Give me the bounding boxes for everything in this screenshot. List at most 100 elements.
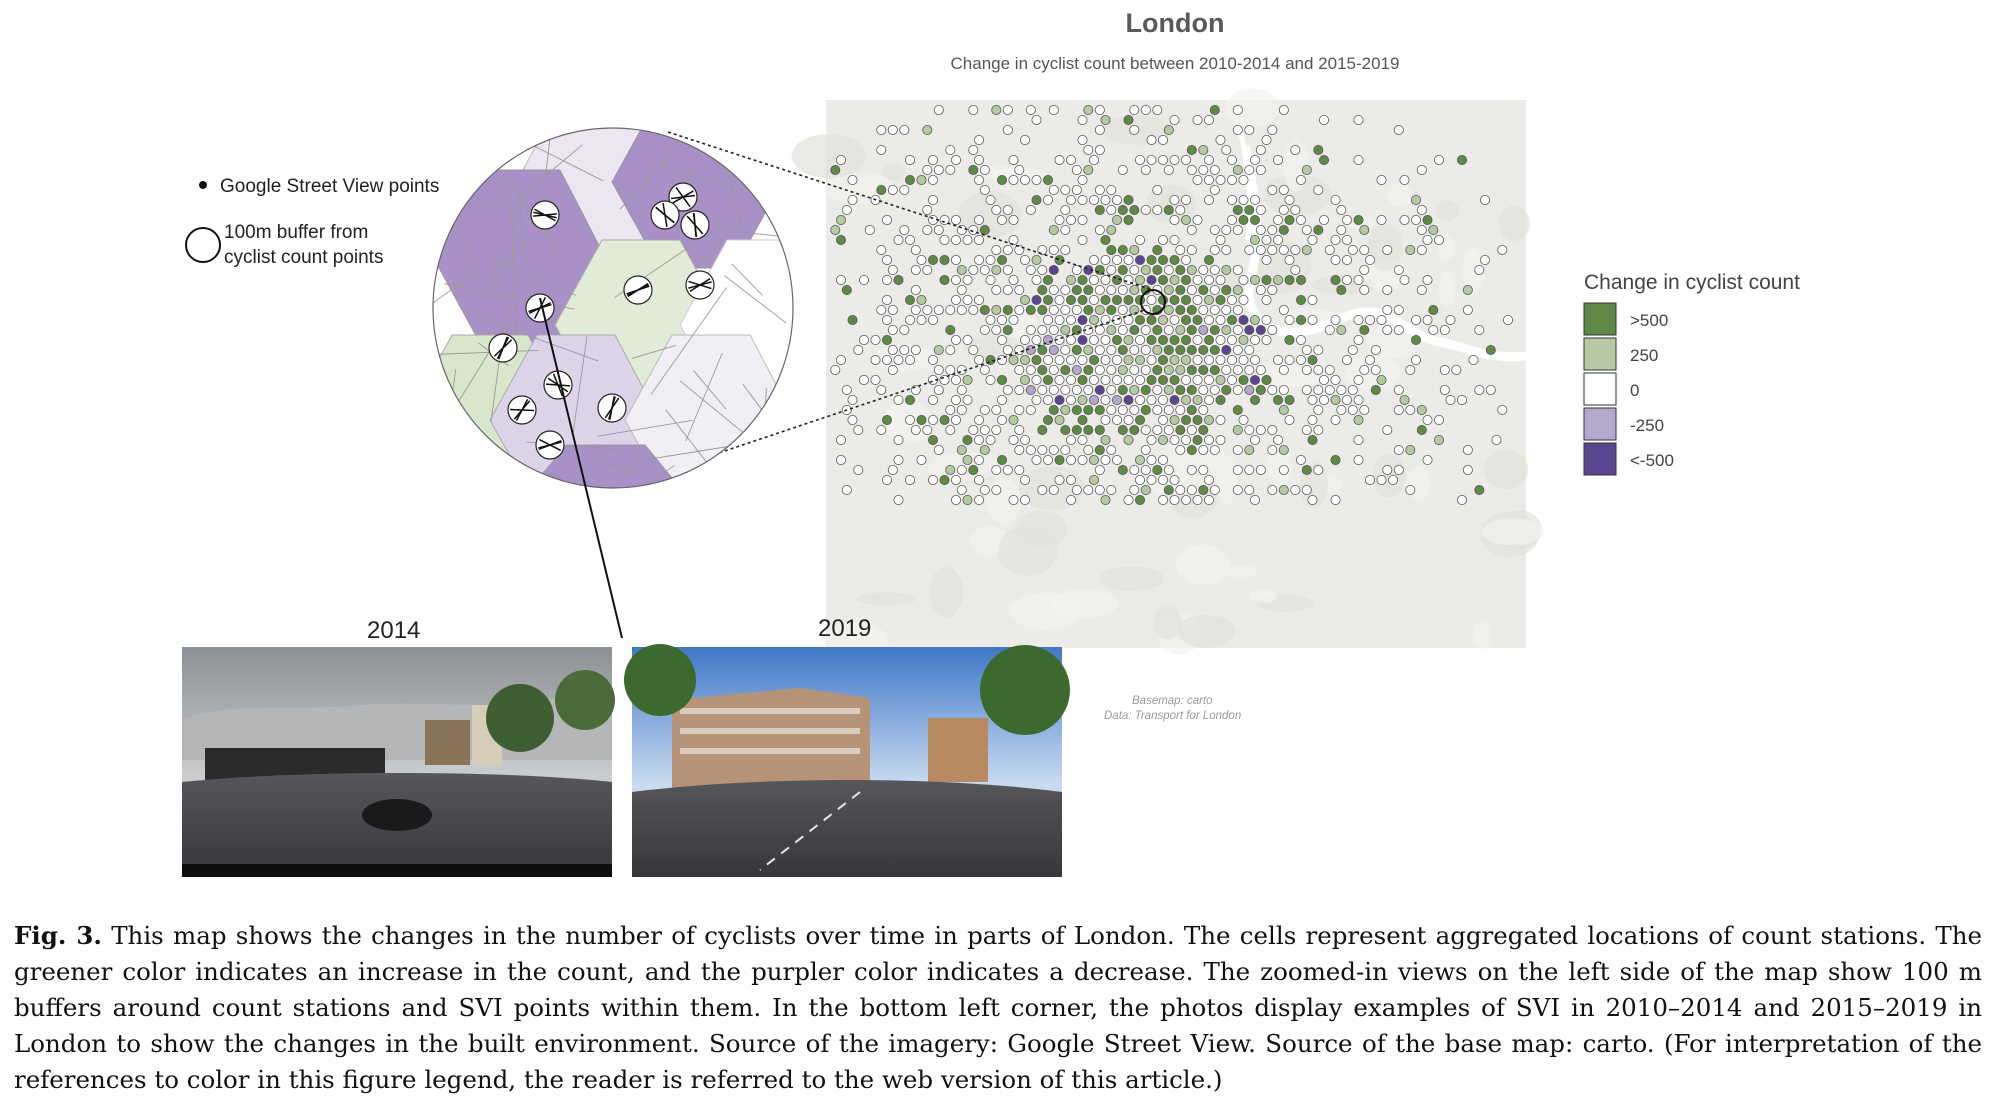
hex-cell	[1060, 184, 1071, 195]
hex-cell	[1094, 444, 1105, 455]
hex-cell	[1342, 274, 1353, 285]
hex-cell	[939, 214, 950, 225]
hex-cell	[1393, 125, 1404, 136]
hex-cell	[1434, 154, 1445, 165]
hex-cell	[905, 394, 916, 405]
hex-cell	[1060, 324, 1071, 335]
hex-cell	[1163, 164, 1174, 175]
hex-cell	[962, 294, 973, 305]
hex-cell	[1359, 264, 1370, 275]
hex-cell	[1146, 274, 1157, 285]
hex-cell	[882, 254, 893, 265]
hex-cell	[1491, 434, 1502, 445]
hex-cell	[1319, 115, 1330, 126]
hex-cell	[1025, 404, 1036, 415]
hex-cell	[928, 354, 939, 365]
river-lea	[1237, 129, 1253, 241]
hex-cell	[1002, 244, 1013, 255]
hex-cell	[1462, 444, 1473, 455]
hex-cell	[1209, 244, 1220, 255]
hex-cell	[1204, 294, 1215, 305]
hex-cell	[1146, 134, 1157, 145]
hex-cell	[1083, 364, 1094, 375]
hex-cell	[1313, 464, 1324, 475]
hex-cell	[991, 105, 1002, 116]
legend-swatch	[1583, 372, 1617, 406]
hex-cell	[1336, 204, 1347, 215]
hex-cell	[1158, 274, 1169, 285]
hex-cell	[922, 304, 933, 315]
hex-cell	[1330, 274, 1341, 285]
hex-cell	[1071, 484, 1082, 495]
hex-cell	[1169, 394, 1180, 405]
hex-cell	[1215, 334, 1226, 345]
photo-right-year: 2019	[818, 615, 872, 642]
hex-cell	[1342, 214, 1353, 225]
hex-cell	[1169, 414, 1180, 425]
hex-cell	[1020, 474, 1031, 485]
hex-cell	[1353, 314, 1364, 325]
hex-cell	[1307, 394, 1318, 405]
hex-cell	[1497, 244, 1508, 255]
hex-cell	[1077, 115, 1088, 126]
hex-cell	[1117, 244, 1128, 255]
hex-cell	[1411, 314, 1422, 325]
hex-cell	[956, 264, 967, 275]
hex-cell	[1094, 284, 1105, 295]
hex-cell	[945, 164, 956, 175]
hex-cell	[1192, 214, 1203, 225]
hex-cell	[928, 394, 939, 405]
hex-cell	[1048, 384, 1059, 395]
hex-cell	[1468, 354, 1479, 365]
hex-cell	[1123, 115, 1134, 126]
hex-cell	[1221, 284, 1232, 295]
hex-cell	[1031, 254, 1042, 265]
hex-cell	[1434, 414, 1445, 425]
hex-cell	[985, 274, 996, 285]
hex-cell	[1037, 284, 1048, 295]
hex-cell	[905, 234, 916, 245]
hex-cell	[836, 154, 847, 165]
hex-cell	[1405, 444, 1416, 455]
hex-cell	[841, 484, 852, 495]
hex-cell	[997, 454, 1008, 465]
hex-cell	[1284, 354, 1295, 365]
hex-cell	[974, 154, 985, 165]
hex-cell	[933, 164, 944, 175]
hex-cell	[939, 234, 950, 245]
hex-cell	[974, 214, 985, 225]
hex-cell	[1117, 324, 1128, 335]
hex-cell	[1077, 454, 1088, 465]
hex-cell	[1158, 474, 1169, 485]
hex-cell	[1020, 374, 1031, 385]
hex-cell	[1129, 125, 1140, 136]
hex-cell	[1313, 224, 1324, 235]
hex-cell	[1066, 474, 1077, 485]
photo-pointer-line	[539, 297, 623, 639]
hex-cell	[1094, 304, 1105, 315]
hexagon-cells	[830, 105, 1514, 505]
hex-cell	[968, 464, 979, 475]
hex-cell	[1106, 324, 1117, 335]
hex-cell	[1106, 264, 1117, 275]
hex-cell	[1393, 444, 1404, 455]
hex-cell	[1083, 284, 1094, 295]
hex-cell	[899, 324, 910, 335]
hex-cell	[1077, 394, 1088, 405]
hex-cell	[1301, 164, 1312, 175]
hex-cell	[1439, 364, 1450, 375]
hex-cell	[1094, 224, 1105, 235]
hex-cell	[1100, 414, 1111, 425]
hex-cell	[1232, 304, 1243, 315]
hex-cell	[1336, 384, 1347, 395]
hex-cell	[1359, 244, 1370, 255]
hex-cell	[1244, 344, 1255, 355]
hex-cell	[1117, 384, 1128, 395]
hex-cell	[910, 424, 921, 435]
hex-cell	[1100, 254, 1111, 265]
hex-cell	[1094, 125, 1105, 136]
hex-cell	[1347, 344, 1358, 355]
hex-cell	[1192, 274, 1203, 285]
hex-cell	[1359, 364, 1370, 375]
hex-cell	[1106, 224, 1117, 235]
